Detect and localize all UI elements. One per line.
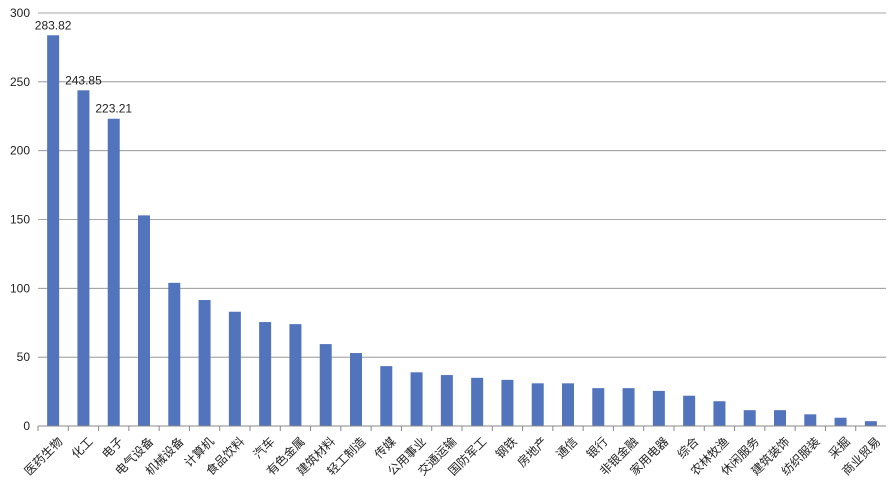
bar	[531, 383, 544, 426]
y-tick-label: 150	[10, 213, 30, 227]
x-tick-label: 通信	[553, 434, 580, 461]
bar	[774, 410, 786, 426]
y-tick-label: 50	[17, 350, 31, 364]
data-label: 243.85	[65, 73, 102, 87]
bar	[804, 414, 817, 426]
y-tick-label: 200	[10, 144, 30, 158]
y-tick-label: 300	[10, 6, 30, 20]
bar	[228, 311, 241, 426]
bar	[501, 379, 514, 426]
bar	[107, 118, 120, 426]
bar	[77, 90, 90, 426]
bar	[138, 215, 150, 426]
bar	[289, 324, 302, 426]
x-tick-label: 房地产	[514, 434, 550, 470]
x-tick-label: 化工	[69, 434, 96, 461]
x-tick-label: 采掘	[825, 434, 853, 462]
bar	[592, 388, 605, 426]
bar	[198, 300, 211, 426]
x-tick-label: 电子	[99, 434, 126, 461]
bar	[380, 366, 393, 426]
bar	[713, 401, 726, 426]
y-tick-label: 100	[10, 281, 30, 295]
bar	[834, 417, 847, 426]
bar	[562, 383, 574, 426]
x-tick-label: 传媒	[371, 434, 399, 462]
bar	[683, 395, 696, 426]
bar	[319, 344, 332, 426]
bar	[410, 372, 423, 426]
bar	[47, 35, 60, 426]
y-tick-label: 0	[23, 419, 30, 433]
y-tick-label: 250	[10, 75, 30, 89]
bar	[743, 410, 756, 426]
x-tick-label: 钢铁	[493, 434, 520, 461]
bar	[168, 282, 181, 426]
x-tick-label: 汽车	[250, 434, 278, 462]
bar	[622, 388, 635, 426]
bar	[440, 375, 453, 426]
bar	[864, 421, 877, 426]
x-tick-label: 综合	[674, 434, 702, 462]
bar	[350, 353, 362, 426]
data-label: 283.82	[35, 18, 72, 32]
data-label: 223.21	[95, 102, 132, 116]
x-tick-label: 医药生物	[22, 434, 66, 478]
x-tick-label: 银行	[584, 434, 611, 461]
bar	[652, 390, 665, 426]
bar	[471, 377, 484, 426]
bar	[259, 322, 272, 426]
